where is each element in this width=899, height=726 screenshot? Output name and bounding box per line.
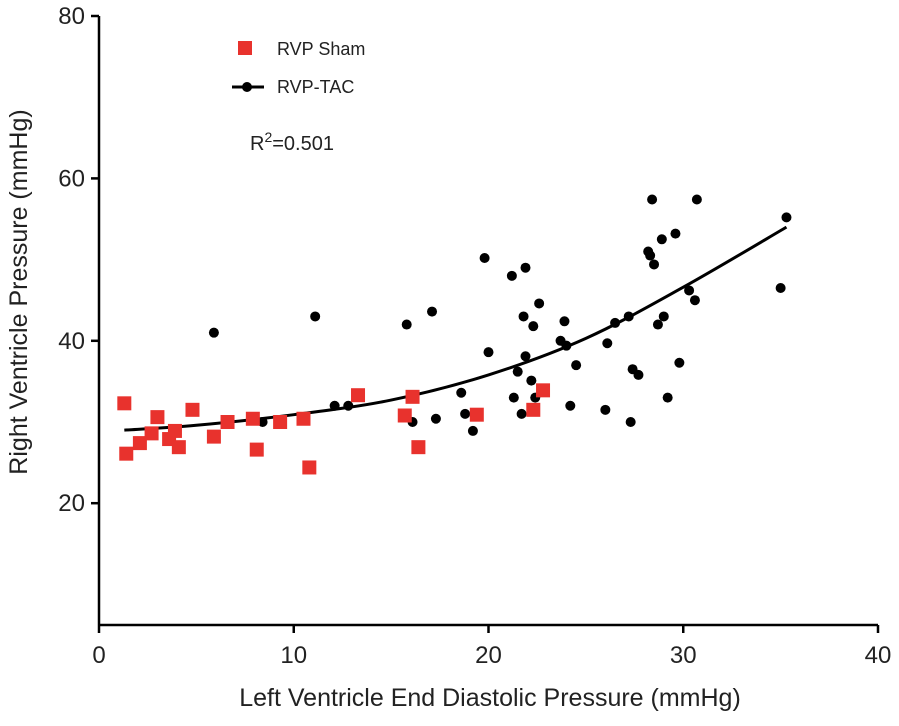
point-rvp-sham <box>245 411 260 426</box>
point-rvp-tac <box>559 316 570 327</box>
point-rvp-tac <box>483 347 494 358</box>
point-rvp-tac <box>633 369 644 380</box>
point-rvp-sham <box>296 411 311 426</box>
r-squared-base: R <box>250 133 264 155</box>
point-rvp-tac <box>691 194 702 205</box>
point-rvp-tac <box>781 212 792 223</box>
point-rvp-tac <box>571 360 582 371</box>
point-rvp-tac <box>645 250 656 261</box>
point-rvp-tac <box>479 252 490 263</box>
point-rvp-sham <box>117 396 132 411</box>
point-rvp-sham <box>536 383 551 398</box>
y-tick-label: 60 <box>58 165 85 192</box>
point-rvp-tac <box>775 283 786 294</box>
legend-marker-rvp-sham <box>238 41 252 55</box>
x-tick-label: 30 <box>670 642 697 669</box>
point-rvp-sham <box>526 402 541 417</box>
r-squared-annotation: R2=0.501 <box>250 129 334 155</box>
x-axis-label: Left Ventricle End Diastolic Pressure (m… <box>239 684 741 712</box>
point-rvp-tac <box>656 234 667 245</box>
point-rvp-sham <box>119 446 134 461</box>
point-rvp-tac <box>460 408 471 419</box>
point-rvp-tac <box>456 387 467 398</box>
point-rvp-tac <box>625 417 636 427</box>
point-rvp-tac <box>520 262 531 273</box>
point-rvp-tac <box>506 270 517 281</box>
point-rvp-tac <box>674 357 685 368</box>
legend: RVP Sham RVP-TAC <box>232 39 365 97</box>
point-rvp-sham <box>469 407 484 422</box>
point-rvp-tac <box>516 408 527 419</box>
axes <box>97 16 878 627</box>
x-tick-label: 0 <box>92 642 105 669</box>
r-squared-value: =0.501 <box>272 133 334 155</box>
point-rvp-sham <box>397 408 412 423</box>
point-rvp-sham <box>273 415 288 429</box>
point-rvp-sham <box>302 460 317 475</box>
point-rvp-tac <box>343 400 354 411</box>
point-rvp-tac <box>427 306 438 317</box>
fit-line <box>124 225 788 432</box>
point-rvp-tac <box>565 400 576 411</box>
point-rvp-tac <box>508 392 519 403</box>
point-rvp-sham <box>144 426 159 441</box>
y-tick-label: 20 <box>58 490 85 517</box>
point-rvp-tac <box>512 366 523 377</box>
point-rvp-sham <box>351 388 366 403</box>
x-tick-label: 40 <box>865 642 892 669</box>
point-rvp-tac <box>467 425 478 436</box>
point-rvp-tac <box>649 259 660 270</box>
point-rvp-tac <box>647 194 658 205</box>
points-group <box>117 194 792 475</box>
point-rvp-tac <box>652 319 663 330</box>
point-rvp-tac <box>526 375 537 386</box>
point-rvp-tac <box>518 311 529 322</box>
r-squared-superscript: 2 <box>264 129 272 145</box>
y-tick-label: 80 <box>58 3 85 30</box>
point-rvp-tac <box>610 317 621 328</box>
point-rvp-tac <box>528 321 539 332</box>
point-rvp-sham <box>220 415 235 429</box>
point-rvp-tac <box>600 404 611 415</box>
point-rvp-tac <box>623 311 634 322</box>
point-rvp-sham <box>132 436 147 451</box>
y-tick-label: 40 <box>58 328 85 355</box>
point-rvp-tac <box>658 311 669 322</box>
point-rvp-sham <box>171 440 186 455</box>
point-rvp-tac <box>430 413 441 424</box>
fit-line-group <box>124 225 788 432</box>
y-axis-label: Right Ventricle Pressure (mmHg) <box>5 109 33 474</box>
point-rvp-tac <box>520 351 531 362</box>
point-rvp-tac <box>602 338 613 349</box>
point-rvp-sham <box>185 402 200 417</box>
point-rvp-sham <box>150 410 165 425</box>
legend-label-rvp-sham: RVP Sham <box>277 39 365 59</box>
legend-label-rvp-tac: RVP-TAC <box>277 77 354 97</box>
x-tick-label: 10 <box>280 642 307 669</box>
point-rvp-sham <box>411 440 426 455</box>
point-rvp-tac <box>684 285 695 296</box>
x-tick-label: 20 <box>475 642 502 669</box>
legend-marker-rvp-tac <box>242 82 252 92</box>
point-rvp-tac <box>329 400 340 411</box>
point-rvp-tac <box>689 295 700 306</box>
point-rvp-tac <box>662 392 673 403</box>
point-rvp-tac <box>310 311 321 322</box>
point-rvp-sham <box>206 429 221 444</box>
point-rvp-tac <box>208 327 219 338</box>
point-rvp-tac <box>257 417 268 427</box>
point-rvp-tac <box>670 228 681 239</box>
point-rvp-tac <box>534 298 545 309</box>
point-rvp-tac <box>561 340 572 351</box>
point-rvp-sham <box>167 423 182 438</box>
point-rvp-sham <box>405 389 420 404</box>
point-rvp-sham <box>249 442 264 457</box>
ticks-group: 0 10 20 30 40 20 40 60 80 <box>58 3 891 669</box>
point-rvp-tac <box>401 319 412 330</box>
